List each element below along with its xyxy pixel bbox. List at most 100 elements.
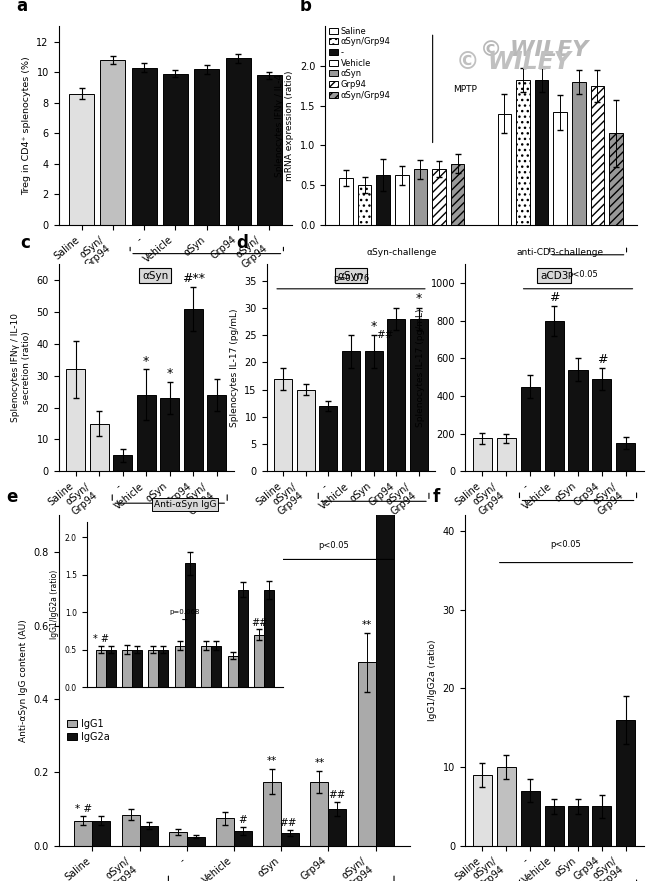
Bar (137, 395, 155, 471)
Text: αSyn: αSyn (338, 270, 364, 280)
Bar (161, 398, 179, 471)
Bar (616, 720, 636, 846)
Bar (516, 80, 530, 225)
Bar (521, 387, 539, 471)
Text: c: c (20, 233, 30, 252)
Text: aCD3: aCD3 (540, 270, 568, 280)
Bar (113, 455, 132, 471)
Bar (616, 443, 636, 471)
Legend: IgG1, IgG2a: IgG1, IgG2a (63, 714, 114, 745)
Y-axis label: IgG1/IgG2a (ratio): IgG1/IgG2a (ratio) (428, 640, 437, 722)
Bar (365, 352, 383, 471)
Bar (592, 379, 612, 471)
Bar (610, 133, 623, 225)
Text: MPTP: MPTP (361, 515, 385, 524)
Bar (274, 379, 292, 471)
Bar (554, 112, 567, 225)
Y-axis label: Splenocytes IL-17 (pg/mL): Splenocytes IL-17 (pg/mL) (416, 308, 425, 427)
Bar (132, 68, 157, 225)
Text: **: ** (315, 759, 324, 768)
Bar (545, 321, 564, 471)
Bar (339, 178, 352, 225)
Bar (413, 169, 427, 225)
Bar (376, 174, 390, 225)
Text: *: * (166, 367, 173, 381)
Y-axis label: Splenocytes IFNγ / IL-4
mRNA expression (ratio): Splenocytes IFNγ / IL-4 mRNA expression … (275, 70, 294, 181)
Text: e: e (6, 488, 18, 507)
Bar (187, 837, 205, 846)
Bar (521, 791, 539, 846)
Bar (122, 815, 140, 846)
Text: p<0.05: p<0.05 (567, 270, 598, 279)
Bar (297, 389, 315, 471)
Bar (342, 352, 360, 471)
Y-axis label: Splenocytes IFNγ / IL-10
secretion (ratio): Splenocytes IFNγ / IL-10 secretion (rati… (12, 314, 31, 422)
Bar (497, 439, 516, 471)
Text: #: # (239, 815, 248, 825)
Text: p<0.05: p<0.05 (318, 542, 348, 551)
Text: p<0.05: p<0.05 (551, 540, 582, 549)
Bar (257, 75, 282, 225)
Text: MPTP: MPTP (158, 519, 181, 528)
Bar (376, 387, 393, 846)
Bar (387, 319, 405, 471)
Bar (410, 319, 428, 471)
Legend: Saline, αSyn/Grp94, -, Vehicle, αSyn, Grp94, αSyn/Grp94: Saline, αSyn/Grp94, -, Vehicle, αSyn, Gr… (329, 26, 391, 100)
Text: **: ** (361, 620, 372, 631)
Bar (75, 821, 92, 846)
Bar (473, 775, 492, 846)
Text: MPTP: MPTP (566, 515, 590, 524)
Text: αSyn: αSyn (142, 270, 168, 280)
Text: ##: ## (279, 818, 296, 827)
Text: *: * (143, 355, 150, 367)
Text: f: f (433, 488, 440, 507)
Bar (591, 86, 604, 225)
Text: a: a (16, 0, 27, 15)
Bar (216, 818, 234, 846)
Bar (545, 806, 564, 846)
Text: ##: ## (329, 790, 346, 800)
Bar (194, 69, 219, 225)
Bar (569, 806, 588, 846)
Text: ##: ## (376, 330, 393, 340)
Bar (535, 80, 549, 225)
Text: p=0.076: p=0.076 (333, 274, 369, 283)
Bar (473, 439, 492, 471)
Text: #: # (597, 353, 607, 366)
Y-axis label: Treg in CD4⁺ splenocytes (%): Treg in CD4⁺ splenocytes (%) (22, 56, 31, 195)
Bar (281, 833, 299, 846)
Bar (263, 781, 281, 846)
Text: αSyn-challenge: αSyn-challenge (367, 248, 437, 257)
Y-axis label: Splenocytes IL-17 (pg/mL): Splenocytes IL-17 (pg/mL) (229, 308, 239, 427)
Text: *: * (415, 292, 422, 306)
Bar (234, 831, 252, 846)
Bar (592, 806, 612, 846)
Bar (569, 370, 588, 471)
Bar (432, 169, 446, 225)
Text: © WILEY: © WILEY (480, 41, 588, 60)
Text: MPTP: MPTP (195, 273, 218, 283)
Bar (311, 781, 328, 846)
Text: #**: #** (182, 272, 205, 285)
Bar (184, 309, 203, 471)
Bar (100, 60, 125, 225)
Bar (395, 175, 408, 225)
Bar (328, 809, 346, 846)
Bar (226, 58, 251, 225)
Bar (92, 821, 111, 846)
Text: d: d (236, 233, 248, 252)
Bar (140, 825, 157, 846)
Bar (572, 82, 586, 225)
Text: MPTP: MPTP (453, 85, 477, 94)
Bar (169, 832, 187, 846)
Bar (498, 114, 511, 225)
Text: MPTP: MPTP (576, 270, 600, 279)
Text: © WILEY: © WILEY (456, 49, 571, 74)
Text: * #: * # (75, 804, 92, 814)
Bar (69, 93, 94, 225)
Y-axis label: Anti-αSyn IgG content (AU): Anti-αSyn IgG content (AU) (19, 619, 28, 742)
Bar (66, 369, 85, 471)
Bar (497, 767, 516, 846)
Text: anti-CD3-challenge: anti-CD3-challenge (517, 248, 604, 257)
Bar (90, 424, 109, 471)
